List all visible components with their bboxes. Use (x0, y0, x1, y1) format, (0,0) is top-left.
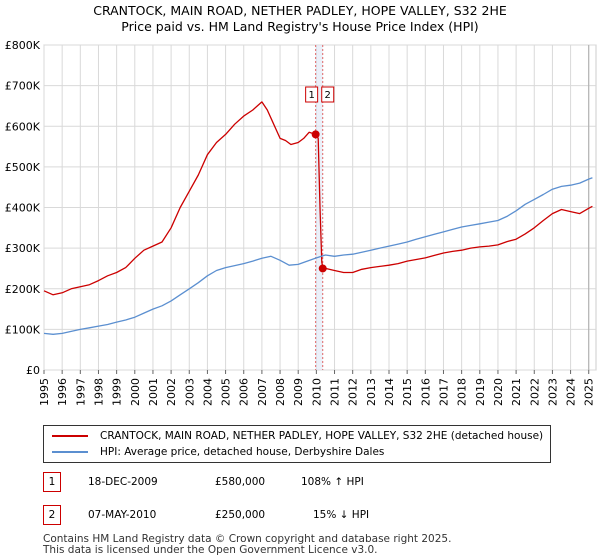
x-tick-label: 2002 (165, 378, 178, 406)
sale-period-band (315, 45, 323, 370)
x-tick-label: 1999 (111, 378, 124, 406)
transaction-badge: 1 (43, 472, 61, 492)
y-tick-label: £100K (5, 323, 41, 336)
sale-label: 1 (308, 90, 314, 101)
sale-label-box (305, 86, 319, 103)
transaction-hpi: 108% ↑ HPI (301, 476, 364, 488)
legend-swatch-hpi (52, 451, 88, 453)
x-tick-label: 2022 (528, 378, 541, 406)
y-tick-label: £400K (5, 202, 41, 215)
x-tick-label: 1996 (56, 378, 69, 406)
x-tick-label: 2015 (401, 378, 414, 406)
transaction-price: £250,000 (215, 509, 266, 521)
legend-label-hpi: HPI: Average price, detached house, Derb… (100, 446, 385, 458)
x-tick-label: 2023 (546, 378, 559, 406)
transaction-price: £580,000 (215, 476, 266, 488)
x-tick-label: 2021 (510, 378, 523, 406)
chart-legend: CRANTOCK, MAIN ROAD, NETHER PADLEY, HOPE… (43, 425, 551, 463)
hpi-line (43, 177, 593, 335)
x-tick-label: 1997 (74, 378, 87, 406)
chart-subtitle: Price paid vs. HM Land Registry's House … (121, 19, 479, 34)
x-tick-label: 2012 (347, 378, 360, 406)
x-tick-label: 2006 (238, 378, 251, 406)
property-price-line (43, 101, 593, 296)
y-tick-label: £200K (5, 283, 41, 296)
y-tick-label: £600K (5, 120, 41, 133)
chart-title: CRANTOCK, MAIN ROAD, NETHER PADLEY, HOPE… (93, 3, 507, 18)
y-tick-label: £0 (26, 364, 40, 377)
sale-point (318, 264, 327, 273)
x-tick-label: 2017 (437, 378, 450, 406)
footer-copyright: Contains HM Land Registry data © Crown c… (43, 533, 452, 545)
x-tick-label: 2018 (456, 378, 469, 406)
legend-swatch-property (52, 435, 88, 437)
x-tick-label: 2007 (256, 378, 269, 406)
x-tick-label: 2000 (129, 378, 142, 406)
footer-licence: This data is licensed under the Open Gov… (43, 544, 378, 556)
x-tick-label: 2001 (147, 378, 160, 406)
y-tick-label: £500K (5, 161, 41, 174)
x-tick-label: 2014 (383, 378, 396, 406)
x-tick-label: 2004 (201, 378, 214, 406)
y-tick-label: £700K (5, 80, 41, 93)
x-tick-label: 2008 (274, 378, 287, 406)
y-tick-label: £300K (5, 242, 41, 255)
sale-point (311, 130, 320, 139)
x-tick-label: 2011 (329, 378, 342, 406)
x-tick-label: 2020 (492, 378, 505, 406)
transaction-date: 07-MAY-2010 (88, 509, 157, 521)
x-tick-label: 2009 (292, 378, 305, 406)
x-tick-label: 1995 (38, 378, 51, 406)
x-tick-label: 2005 (220, 378, 233, 406)
x-tick-label: 2025 (583, 378, 596, 406)
y-tick-label: £800K (5, 39, 41, 52)
transaction-date: 18-DEC-2009 (88, 476, 158, 488)
sale-label: 2 (325, 90, 331, 101)
transaction-hpi: 15% ↓ HPI (313, 509, 370, 521)
transaction-badge: 2 (43, 505, 61, 525)
x-tick-label: 2003 (183, 378, 196, 406)
x-tick-label: 2016 (419, 378, 432, 406)
x-tick-label: 1998 (92, 378, 105, 406)
legend-label-property: CRANTOCK, MAIN ROAD, NETHER PADLEY, HOPE… (100, 430, 544, 442)
x-tick-label: 2024 (565, 378, 578, 406)
x-tick-label: 2010 (310, 378, 323, 406)
x-tick-label: 2013 (365, 378, 378, 406)
sale-label-box (321, 86, 335, 103)
x-tick-label: 2019 (474, 378, 487, 406)
